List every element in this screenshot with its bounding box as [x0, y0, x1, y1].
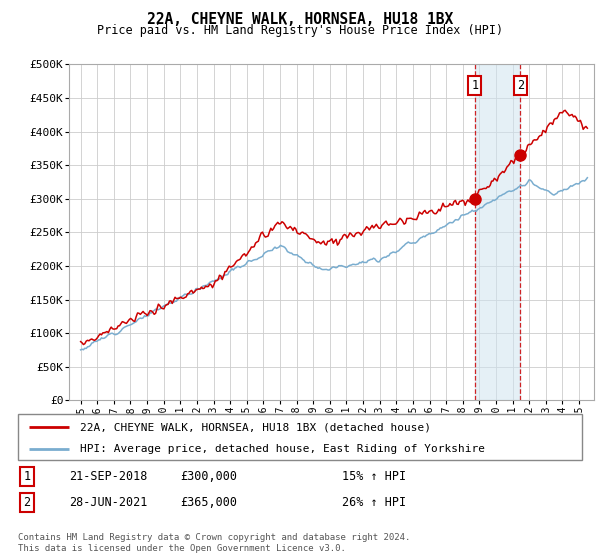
Text: Price paid vs. HM Land Registry's House Price Index (HPI): Price paid vs. HM Land Registry's House … [97, 24, 503, 36]
Text: £300,000: £300,000 [180, 470, 237, 483]
Text: 2: 2 [23, 496, 31, 509]
Text: 15% ↑ HPI: 15% ↑ HPI [342, 470, 406, 483]
Text: Contains HM Land Registry data © Crown copyright and database right 2024.
This d: Contains HM Land Registry data © Crown c… [18, 533, 410, 553]
Text: 22A, CHEYNE WALK, HORNSEA, HU18 1BX (detached house): 22A, CHEYNE WALK, HORNSEA, HU18 1BX (det… [80, 422, 431, 432]
Text: 2: 2 [517, 80, 524, 92]
Text: 1: 1 [471, 80, 478, 92]
Text: 28-JUN-2021: 28-JUN-2021 [69, 496, 148, 509]
Text: 22A, CHEYNE WALK, HORNSEA, HU18 1BX: 22A, CHEYNE WALK, HORNSEA, HU18 1BX [147, 12, 453, 27]
Text: 1: 1 [23, 470, 31, 483]
FancyBboxPatch shape [18, 414, 582, 460]
Bar [475, 64, 520, 400]
Text: HPI: Average price, detached house, East Riding of Yorkshire: HPI: Average price, detached house, East… [80, 444, 485, 454]
Text: 21-SEP-2018: 21-SEP-2018 [69, 470, 148, 483]
Text: 26% ↑ HPI: 26% ↑ HPI [342, 496, 406, 509]
Text: £365,000: £365,000 [180, 496, 237, 509]
